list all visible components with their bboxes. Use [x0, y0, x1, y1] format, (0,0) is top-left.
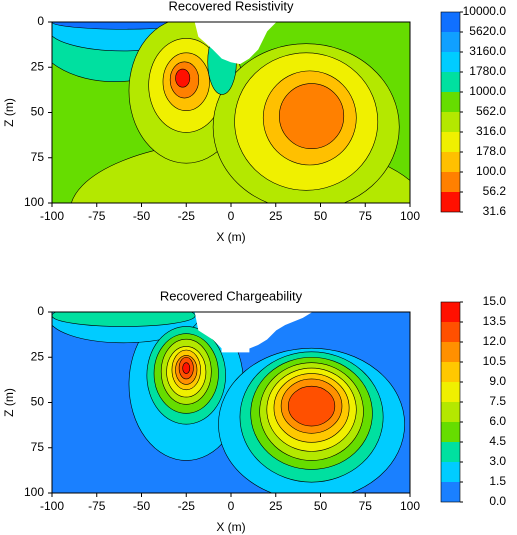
- colorbar-band: [441, 52, 460, 72]
- colorbar-label: 9.0: [489, 374, 506, 388]
- colorbar-label: 1000.0: [469, 84, 506, 98]
- colorbar-band: [441, 422, 460, 442]
- x-tick-label: -50: [133, 209, 151, 223]
- contour-band: [279, 83, 345, 150]
- colorbar-band: [441, 302, 460, 322]
- colorbar-label: 7.5: [489, 394, 506, 408]
- x-tick-label: -100: [40, 209, 64, 223]
- x-tick-label: 100: [400, 209, 420, 223]
- x-tick-label: -75: [88, 209, 106, 223]
- y-axis-label: Z (m): [2, 388, 16, 417]
- x-tick-label: 0: [228, 209, 235, 223]
- colorbar-label: 3160.0: [469, 44, 506, 58]
- chart-title: Recovered Chargeability: [160, 288, 303, 303]
- colorbar-band: [441, 152, 460, 172]
- y-tick-label: 100: [24, 485, 44, 499]
- contour-field: [52, 312, 410, 493]
- colorbar-band: [441, 12, 460, 32]
- chart-title: Recovered Resistivity: [169, 0, 294, 13]
- x-tick-label: -100: [40, 499, 64, 513]
- y-tick-label: 0: [37, 304, 44, 318]
- x-tick-label: -25: [178, 499, 196, 513]
- colorbar-label: 31.6: [483, 204, 507, 218]
- colorbar-label: 562.0: [476, 104, 506, 118]
- x-axis-label: X (m): [216, 230, 245, 244]
- y-tick-label: 0: [37, 14, 44, 28]
- x-tick-label: 0: [228, 499, 235, 513]
- colorbar-band: [441, 192, 460, 212]
- y-tick-label: 50: [31, 395, 45, 409]
- contour-band: [182, 362, 191, 374]
- colorbar-label: 316.0: [476, 124, 506, 138]
- x-tick-label: -25: [178, 209, 196, 223]
- colorbar-label: 0.0: [489, 494, 506, 508]
- colorbar-band: [441, 442, 460, 462]
- x-tick-label: 25: [269, 209, 283, 223]
- y-tick-label: 25: [31, 59, 45, 73]
- colorbar-band: [441, 462, 460, 482]
- colorbar-label: 178.0: [476, 144, 506, 158]
- contour-band: [287, 385, 336, 427]
- y-tick-label: 75: [31, 150, 45, 164]
- colorbar-label: 10.5: [483, 354, 507, 368]
- colorbar-band: [441, 322, 460, 342]
- colorbar-label: 15.0: [483, 294, 507, 308]
- colorbar-band: [441, 362, 460, 382]
- colorbar-label: 100.0: [476, 164, 506, 178]
- colorbar-label: 4.5: [489, 434, 506, 448]
- colorbar-band: [441, 92, 460, 112]
- x-tick-label: 75: [359, 209, 373, 223]
- x-tick-label: 100: [400, 499, 420, 513]
- topography: [194, 312, 313, 353]
- colorbar-label: 3.0: [489, 454, 506, 468]
- colorbar-label: 1780.0: [469, 64, 506, 78]
- y-axis-label: Z (m): [2, 98, 16, 127]
- colorbar-band: [441, 112, 460, 132]
- colorbar-band: [441, 32, 460, 52]
- colorbar-band: [441, 482, 460, 502]
- colorbar-label: 5620.0: [469, 24, 506, 38]
- colorbar-label: 10000.0: [463, 4, 507, 18]
- colorbar-band: [441, 402, 460, 422]
- x-tick-label: -50: [133, 499, 151, 513]
- colorbar-label: 1.5: [489, 474, 506, 488]
- topography: [194, 22, 277, 65]
- y-tick-label: 50: [31, 105, 45, 119]
- colorbar-band: [441, 132, 460, 152]
- colorbar-label: 56.2: [483, 184, 507, 198]
- y-tick-label: 100: [24, 195, 44, 209]
- y-tick-label: 75: [31, 440, 45, 454]
- colorbar-label: 6.0: [489, 414, 506, 428]
- colorbar-label: 12.0: [483, 334, 507, 348]
- colorbar-band: [441, 72, 460, 92]
- x-axis-label: X (m): [216, 520, 245, 534]
- y-tick-label: 25: [31, 349, 45, 363]
- x-tick-label: 50: [314, 499, 328, 513]
- contour-band: [52, 312, 196, 327]
- x-tick-label: 50: [314, 209, 328, 223]
- contour-field: [52, 22, 410, 203]
- colorbar-band: [441, 342, 460, 362]
- x-tick-label: -75: [88, 499, 106, 513]
- colorbar-band: [441, 382, 460, 402]
- contour-band: [175, 68, 191, 88]
- colorbar-band: [441, 172, 460, 192]
- colorbar-label: 13.5: [483, 314, 507, 328]
- x-tick-label: 25: [269, 499, 283, 513]
- x-tick-label: 75: [359, 499, 373, 513]
